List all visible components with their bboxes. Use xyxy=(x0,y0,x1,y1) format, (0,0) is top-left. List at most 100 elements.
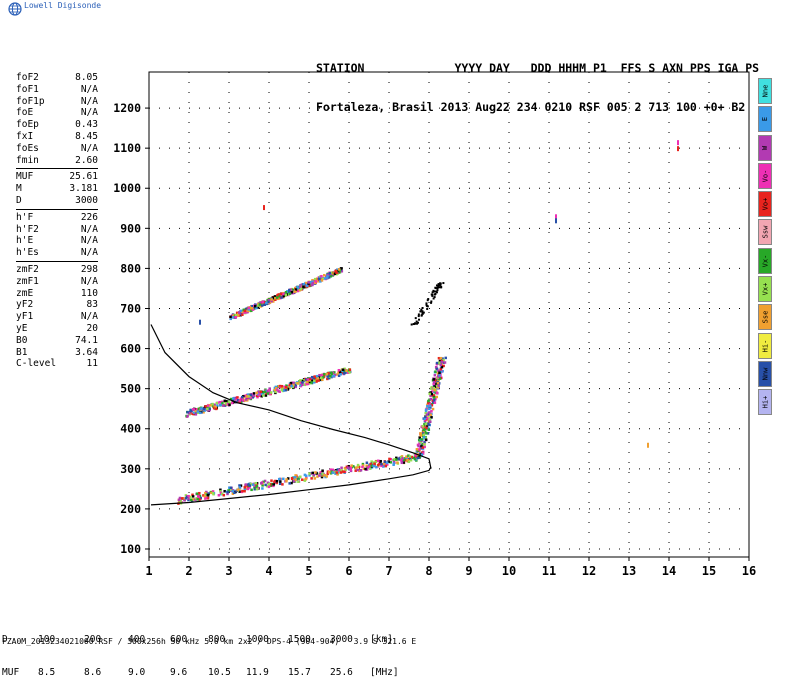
echo-point xyxy=(439,368,443,371)
echo-point xyxy=(315,379,318,382)
param-value: 298 xyxy=(80,263,98,275)
echo-point xyxy=(281,292,285,296)
echo-point xyxy=(296,476,299,479)
echo-point xyxy=(329,468,333,471)
echo-point xyxy=(249,393,253,397)
echo-point xyxy=(425,413,429,416)
echo-point xyxy=(400,459,403,462)
echo-point xyxy=(406,458,409,462)
echo-point xyxy=(435,367,439,371)
echo-point xyxy=(423,445,426,449)
echo-point xyxy=(409,456,412,460)
echo-point xyxy=(282,389,286,392)
echo-point xyxy=(361,465,364,469)
echo-point xyxy=(297,477,300,480)
echo-point xyxy=(279,480,282,483)
echo-point xyxy=(421,446,425,449)
echo-point xyxy=(430,416,433,419)
echo-point xyxy=(432,386,436,390)
echo-point xyxy=(431,407,435,411)
echo-point xyxy=(432,394,436,397)
echo-point xyxy=(334,269,337,273)
echo-point xyxy=(369,464,372,468)
echo-point xyxy=(257,302,260,306)
echo-point xyxy=(197,407,201,411)
echo-point xyxy=(231,490,235,493)
echo-point xyxy=(430,300,433,303)
echo-point xyxy=(179,499,182,503)
echo-point xyxy=(272,484,275,488)
echo-point xyxy=(273,480,276,484)
param-label: h'F2 xyxy=(16,223,39,235)
echo-point xyxy=(389,457,393,461)
param-separator xyxy=(16,168,98,170)
echo-point xyxy=(267,300,270,304)
legend-item: E xyxy=(758,106,772,133)
echo-point xyxy=(340,270,344,273)
echo-point xyxy=(303,383,307,387)
param-value: 226 xyxy=(80,211,98,223)
param-row: fmin 2.60 xyxy=(16,155,98,167)
echo-point xyxy=(436,289,439,292)
legend-label: Vo- xyxy=(761,169,769,183)
echo-point xyxy=(310,477,313,480)
echo-point xyxy=(385,461,389,464)
echo-point xyxy=(296,285,299,289)
param-label: B0 xyxy=(16,334,28,346)
echo-point xyxy=(431,401,435,405)
param-label: yF2 xyxy=(16,299,34,311)
echo-point xyxy=(439,356,443,360)
echo-point xyxy=(325,276,328,280)
globe-icon xyxy=(8,2,22,16)
echo-point xyxy=(291,381,294,385)
echo-point xyxy=(302,379,305,382)
echo-point xyxy=(259,390,263,394)
echo-point xyxy=(311,379,314,382)
legend-label: Nne xyxy=(761,84,769,98)
echo-point xyxy=(222,493,226,497)
echo-point xyxy=(238,484,241,487)
muf-table: D 100 200 400 600 800 1000 1500 3000 [km] MUF 8.5 8… xyxy=(2,612,410,689)
echo-point xyxy=(402,458,406,462)
echo-point xyxy=(349,466,352,469)
echo-point xyxy=(251,304,254,308)
echo-point xyxy=(218,400,222,404)
echo-point xyxy=(314,281,317,284)
echo-point xyxy=(187,497,190,500)
param-value: 2.60 xyxy=(75,154,98,166)
param-separator xyxy=(16,260,98,262)
echo-point xyxy=(333,272,337,276)
param-label: foEs xyxy=(16,142,39,154)
echo-point xyxy=(435,361,439,365)
echo-point xyxy=(297,382,301,385)
param-value: N/A xyxy=(80,223,98,235)
echo-point xyxy=(228,401,231,405)
echo-point xyxy=(238,490,241,493)
echo-point xyxy=(323,277,326,280)
echo-point xyxy=(284,291,288,294)
echo-point xyxy=(416,456,420,460)
param-label: foEp xyxy=(16,119,39,131)
echo-point xyxy=(349,469,353,473)
echo-point xyxy=(435,290,438,293)
echo-point xyxy=(337,269,340,273)
echo-point xyxy=(430,409,433,413)
plot-frame xyxy=(148,71,750,558)
echo-point xyxy=(265,389,268,393)
echo-point xyxy=(339,471,343,474)
echo-point xyxy=(364,467,367,471)
echo-point xyxy=(420,453,424,456)
echo-point xyxy=(437,369,440,372)
echo-point xyxy=(239,309,243,313)
echo-point xyxy=(327,376,331,380)
echo-point xyxy=(310,283,314,287)
echo-point xyxy=(422,430,426,434)
echo-point xyxy=(247,393,250,396)
echo-point xyxy=(405,455,408,459)
echo-point xyxy=(296,287,300,290)
param-value: N/A xyxy=(80,142,98,154)
echo-point xyxy=(261,484,264,487)
echo-point xyxy=(343,470,346,474)
echo-point xyxy=(196,410,200,413)
x-tick-label: 15 xyxy=(702,564,716,578)
